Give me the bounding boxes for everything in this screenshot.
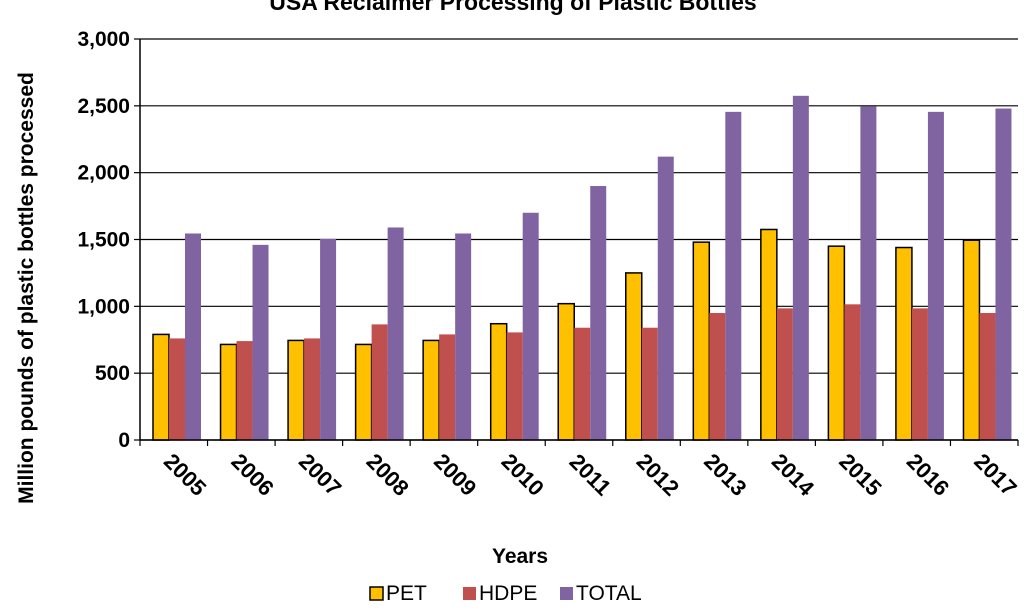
bar-hdpe-2016 [911, 308, 928, 440]
y-tick-labels: 0 500 1,000 1,500 2,000 2,500 3,000 [77, 28, 130, 452]
bar-pet-2010 [489, 322, 508, 441]
x-tick-label: 2013 [699, 449, 751, 501]
bar-pet-2007 [287, 339, 305, 441]
bar-hdpe-2006 [236, 341, 253, 440]
bar-hdpe-2008 [371, 324, 388, 440]
bar-total-2010 [522, 212, 539, 440]
legend-swatch-total [560, 587, 573, 600]
bar-hdpe-2012 [641, 327, 658, 440]
bar-total-2005 [185, 233, 201, 440]
x-axis-label: Years [492, 545, 548, 568]
bar-pet-2006 [219, 343, 238, 441]
x-tick-label: 2011 [565, 449, 616, 500]
legend-label-pet: PET [386, 582, 427, 605]
bar-total-2006 [252, 244, 269, 440]
bar-pet-2017 [962, 239, 981, 441]
bars [152, 95, 1012, 441]
bar-hdpe-2009 [439, 334, 456, 440]
bar-total-2016 [927, 111, 944, 441]
bar-total-2008 [387, 227, 404, 440]
bar-pet-2013 [692, 241, 711, 441]
x-tick-label: 2005 [159, 449, 211, 501]
bar-hdpe-2011 [574, 327, 591, 440]
bar-hdpe-2013 [709, 313, 726, 440]
legend-swatch-hdpe [463, 587, 476, 600]
bar-hdpe-2014 [776, 308, 793, 440]
y-tick-label: 2,000 [77, 162, 130, 185]
bar-pet-2016 [895, 246, 913, 441]
y-axis-label: Million pounds of plastic bottles proces… [15, 72, 38, 504]
bar-hdpe-2010 [506, 332, 523, 440]
bar-total-2017 [995, 108, 1012, 441]
y-tick-label: 2,500 [77, 95, 130, 118]
bar-total-2013 [725, 111, 742, 441]
bar-total-2014 [792, 95, 809, 440]
bar-hdpe-2005 [169, 338, 185, 440]
bar-total-2012 [657, 156, 674, 441]
y-tick-label: 1,000 [77, 295, 130, 318]
bar-total-2007 [320, 238, 337, 440]
bar-pet-2005 [152, 333, 170, 441]
y-tick-label: 1,500 [77, 229, 130, 252]
legend-label-total: TOTAL [576, 582, 642, 605]
bar-hdpe-2007 [304, 338, 321, 440]
x-tick-label: 2010 [497, 449, 549, 501]
y-tick-label: 3,000 [77, 28, 130, 51]
x-tick-label: 2009 [429, 449, 481, 501]
y-tick-label: 500 [95, 362, 130, 385]
bar-pet-2014 [760, 228, 778, 441]
bar-pet-2008 [354, 343, 373, 441]
y-tick-label: 0 [118, 429, 130, 452]
bar-total-2009 [455, 233, 472, 440]
x-tick-label: 2007 [294, 449, 346, 501]
bar-hdpe-2017 [979, 313, 996, 440]
bar-pet-2011 [557, 302, 575, 441]
x-tick-labels: 2005 2006 2007 2008 2009 2010 2011 2012 2013 2014… [159, 449, 1022, 502]
x-tick-label: 2008 [362, 449, 414, 501]
bar-pet-2012 [625, 272, 643, 441]
x-tick-label: 2016 [902, 449, 954, 501]
x-tick-label: 2015 [834, 449, 886, 501]
x-tick-label: 2014 [767, 449, 820, 502]
chart-title: USA Reclaimer Processing of Plastic Bott… [269, 0, 756, 15]
x-tick-label: 2006 [226, 449, 278, 501]
bar-hdpe-2015 [844, 304, 861, 440]
x-tick-label: 2012 [632, 449, 684, 501]
bar-pet-2009 [422, 339, 440, 441]
bar-pet-2015 [827, 245, 846, 441]
legend-swatch-pet [369, 586, 384, 601]
x-tick-label: 2017 [969, 449, 1021, 501]
legend: PET HDPE TOTAL [369, 582, 642, 605]
bar-total-2015 [860, 106, 877, 441]
legend-label-hdpe: HDPE [479, 582, 537, 605]
bar-total-2011 [590, 186, 607, 440]
axes [139, 39, 1019, 446]
